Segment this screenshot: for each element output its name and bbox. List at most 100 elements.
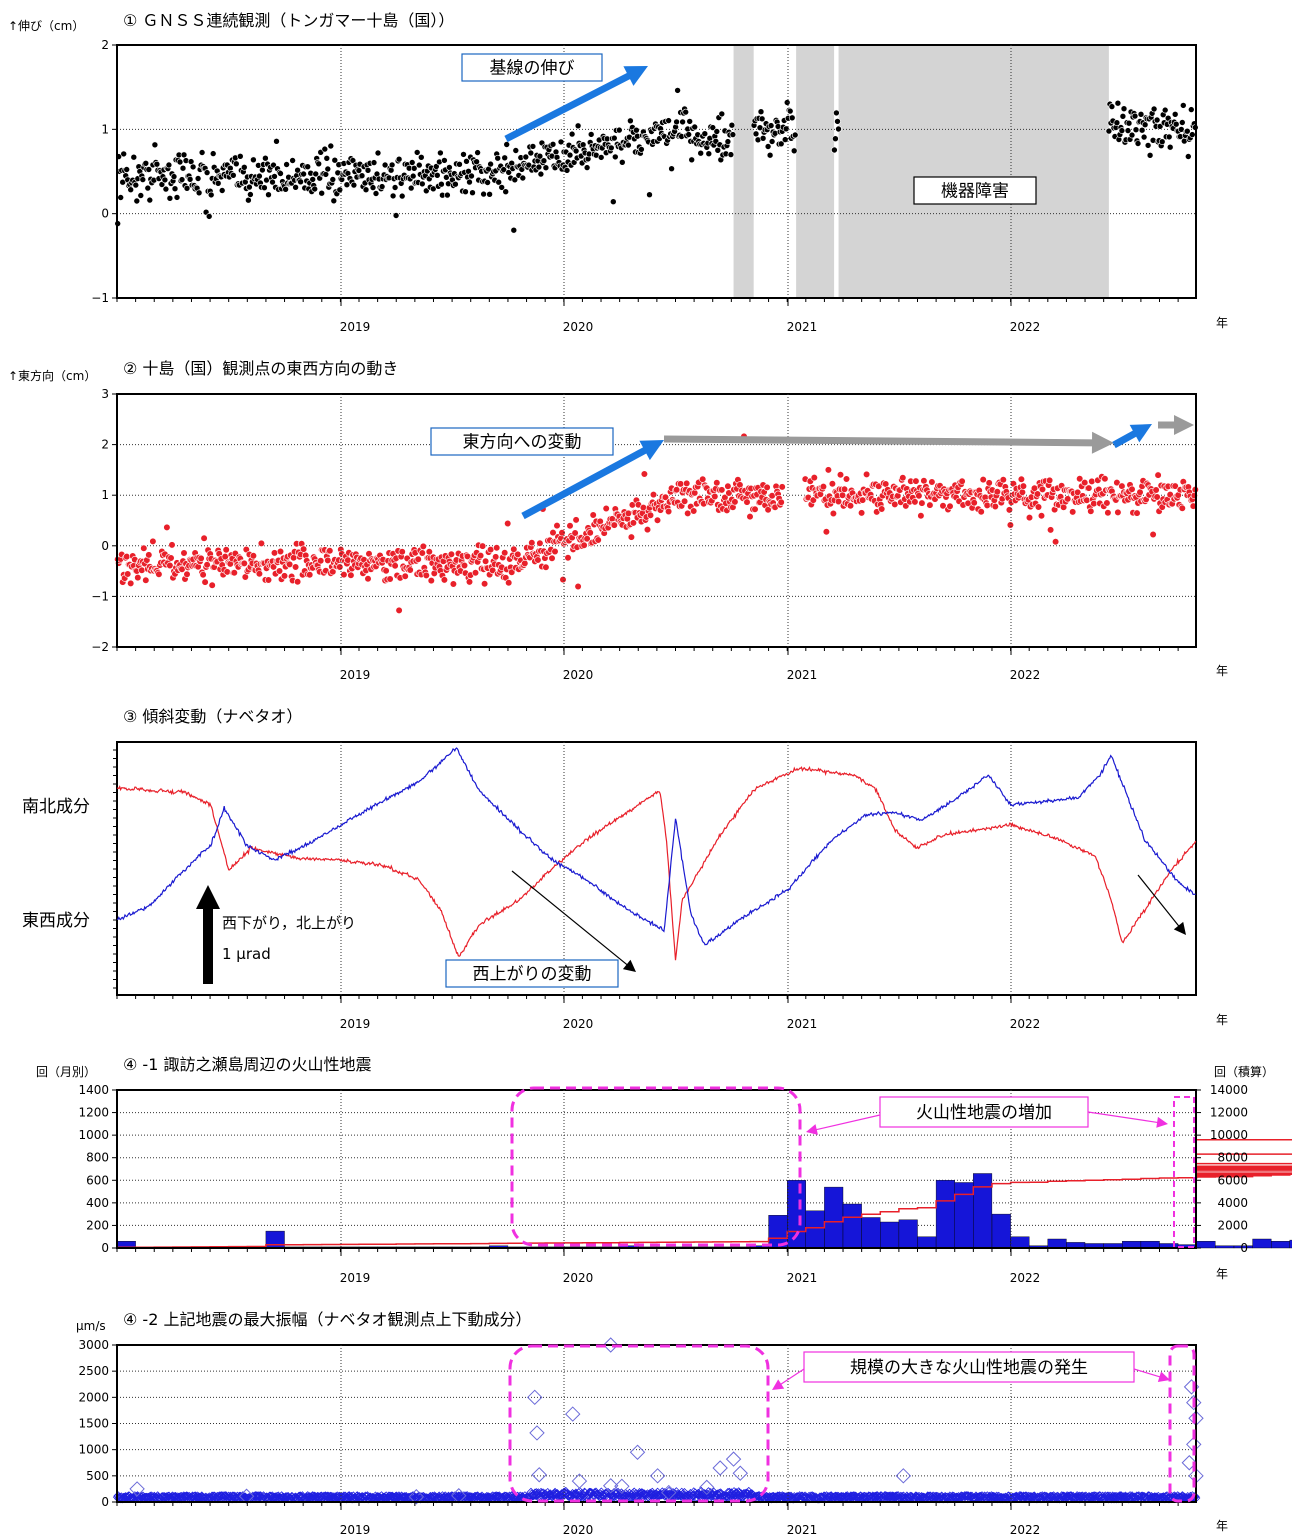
gnss-baseline-point [1140,133,1148,141]
east-west-point [414,555,422,563]
gnss-baseline-point [777,140,785,148]
east-west-point [199,571,207,579]
east-west-point [878,505,886,513]
east-west-point [514,550,522,559]
east-west-point [427,576,435,585]
tilt-direction-note: 西下がり，北上がり [222,914,356,932]
east-west-point [482,557,490,565]
large-amplitude-point [571,1473,588,1489]
increase-pointer-left-shaft [815,1114,881,1131]
gnss-baseline-point [349,157,357,164]
gnss-baseline-point [519,174,527,182]
gnss-baseline-point [446,164,453,171]
east-west-point [306,571,314,579]
gnss-baseline-point [410,165,418,172]
east-west-point [676,480,685,488]
east-west-point [610,521,618,529]
east-west-point [1178,504,1186,512]
east-west-point [640,470,649,478]
gnss-baseline-point [831,146,838,154]
large-event-pointer-right-shaft [1133,1368,1161,1378]
east-west-point [566,522,574,530]
gnss-baseline-point [413,149,421,156]
gnss-baseline-point [758,115,766,123]
earthquake-count-right-y-tick-label: 4000 [1217,1196,1248,1210]
gnss-baseline-point [195,189,203,197]
gnss-baseline-point [1166,143,1174,151]
gnss-baseline-point [127,186,134,193]
east-west-point [629,519,638,527]
east-west-point [270,549,279,557]
gnss-baseline-point [311,185,319,193]
gnss-baseline-point [768,138,776,145]
east-west-panel: ② 十島（国）観測点の東西方向の動き ↑東方向（cm） 3 2 1 0 −1 −2 2019 20… [8,359,1228,682]
east-west-point [1118,482,1126,490]
east-west-point [201,578,209,586]
east-west-point [928,478,936,486]
amplitude-point [668,1488,678,1498]
gnss-baseline-point [501,154,509,162]
gnss-baseline-point [452,180,459,188]
gnss-baseline-point [615,126,623,134]
amplitude-point [653,1487,663,1497]
amplitude-point [570,1489,580,1499]
east-west-point [1034,503,1043,511]
east-west-point [842,475,851,483]
east-west-point [602,504,610,513]
eastward-motion-arrow-shaft [521,446,649,520]
east-west-point [275,567,284,575]
east-west-point [257,539,266,548]
east-west-point [999,476,1007,484]
gnss-baseline-point [304,163,312,170]
east-west-point [915,492,923,500]
east-west-point [918,499,926,507]
east-west-point [993,488,1001,496]
monthly-count-bar [1289,1239,1292,1249]
gnss-baseline-panel: ① ＧＮＳＳ連続観測（トンガマー十島（国）） ↑伸び（cm） 2 1 0 −1 2019 20… [8,11,1228,334]
east-west-point [1017,475,1026,483]
east-west-point [548,554,556,562]
east-west-point [276,547,285,556]
east-west-point [222,546,230,554]
east-west-point [1037,512,1046,520]
east-west-x-tick-label: 2019 [340,668,371,682]
tilt-ns-component-line [116,766,1197,961]
east-west-point [553,521,561,530]
east-west-point [558,529,566,537]
gnss-baseline-point [245,196,252,204]
amplitude-point [624,1488,635,1498]
east-west-point [422,571,430,580]
large-amplitude-point [895,1468,912,1484]
gnss-baseline-point [409,172,417,180]
gnss-baseline-point [462,188,469,195]
east-west-point [911,498,919,506]
east-west-point [731,498,739,506]
gnss-baseline-point [176,158,184,166]
gnss-baseline-point [388,161,396,169]
earthquake-count-y-tick-label: 800 [86,1151,109,1165]
max-amplitude-y-tick-label: 2000 [78,1390,109,1404]
east-west-point [294,578,302,586]
gnss-baseline-y-tick-label: −1 [91,291,109,305]
gnss-baseline-point [697,149,705,157]
east-west-point [1153,493,1161,501]
monthly-count-bar [1140,1240,1160,1249]
gnss-baseline-point [767,122,775,129]
east-west-point [134,573,142,582]
earthquake-count-right-y-tick-label: 10000 [1210,1128,1248,1142]
gnss-baseline-x-axis-unit: 年 [1216,316,1228,330]
east-west-point [751,505,759,513]
east-west-point [1104,509,1112,517]
gnss-baseline-point [144,184,152,192]
gnss-baseline-point [535,163,543,171]
west-up-arrow-1-head [622,959,636,972]
east-west-point [958,477,966,485]
east-west-point [391,562,399,570]
east-west-point [571,529,579,537]
gnss-baseline-point [343,181,351,188]
east-west-point [586,529,594,537]
east-west-point [912,477,920,485]
gnss-baseline-point [230,172,237,179]
east-west-point [155,570,163,578]
gnss-baseline-point [587,131,595,138]
